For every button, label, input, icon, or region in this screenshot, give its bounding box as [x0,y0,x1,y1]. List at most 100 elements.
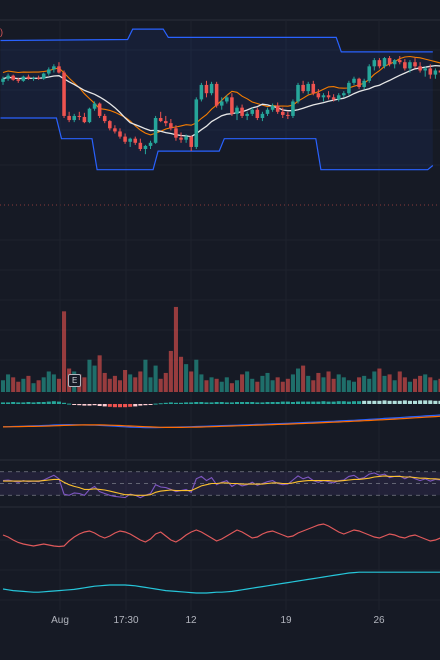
volume-bar [158,378,163,392]
volume-bar [82,377,87,392]
volume-bar [143,359,148,392]
candle-body [102,115,107,122]
candle-body [128,138,132,142]
histogram-bar [72,404,77,405]
candle-body [326,95,331,98]
candle-body [11,75,15,80]
volume-bar [295,368,301,392]
candle-body [387,58,392,65]
candle-body [72,115,76,121]
histogram-bar [412,400,418,404]
candle-body [163,121,168,124]
volume-bar [402,377,407,392]
histogram-bar [280,401,285,404]
histogram-bar [423,400,428,404]
volume-bar [397,371,402,392]
histogram-bar [153,403,158,405]
histogram-bar [402,400,407,404]
histogram-bar [275,402,280,404]
histogram-bar [77,404,82,406]
histogram-bar [219,402,224,404]
candle-body [265,109,270,114]
volume-bar [133,377,138,392]
candle-body [77,115,82,117]
candle-body [408,62,412,69]
candle-body [357,78,361,87]
histogram-bar [326,401,331,404]
volume-bar [418,375,423,392]
candle-body [158,118,163,122]
candle-body [291,101,295,116]
volume-bar [97,355,102,392]
candle-body [31,77,36,79]
histogram-bar [270,402,275,404]
histogram-bar [407,400,412,404]
x-axis-label: 26 [373,615,385,626]
candle-body [209,83,214,94]
volume-bar [331,378,336,392]
histogram-bar [234,402,240,404]
candle-body [62,72,66,116]
histogram-bar [387,400,392,404]
candle-body [225,97,229,102]
candle-body [138,142,143,149]
histogram-bar [250,402,255,404]
volume-bar [219,381,224,392]
volume-bar [229,383,234,392]
histogram-bar [367,400,372,404]
volume-bar [412,378,418,392]
volume-bar [280,381,285,392]
candle-body [184,136,188,140]
histogram-bar [123,404,128,408]
histogram-bar [92,404,97,406]
histogram-bar [285,401,290,404]
candle-body [67,115,71,121]
volume-bar [351,381,357,392]
histogram-bar [255,402,260,404]
volume-bar [255,381,260,392]
volume-bar [194,359,199,392]
histogram-bar [311,401,316,404]
histogram-bar [168,402,173,404]
histogram-bar [46,401,51,404]
bollinger-upper-line [0,28,433,53]
histogram-bar [392,400,397,404]
histogram-bar [148,404,153,405]
candle-body [1,78,5,82]
histogram-bar [260,402,265,404]
candle-body [336,95,341,100]
histogram-bar [16,402,21,404]
histogram-bar [321,401,326,404]
volume-bar [168,350,173,392]
histogram-bar [397,400,402,404]
candle-body [413,62,417,67]
histogram-bar [51,401,56,404]
histogram-bar [438,400,440,404]
earnings-marker[interactable]: E [68,374,82,387]
volume-bar [285,378,290,392]
candle-body [82,116,87,123]
volume-bar [16,381,21,392]
candle-body [301,84,305,92]
volume-bar [377,368,382,392]
histogram-bar [224,402,229,404]
volume-bar [407,381,412,392]
bollinger-lower-line [0,117,434,171]
candle-body [97,103,102,116]
volume-bar [112,375,117,392]
volume-bar [56,378,61,392]
volume-bar [306,375,311,392]
candle-body [270,105,275,110]
histogram-bar [0,402,6,404]
candle-body [21,76,26,81]
legend-fragment: ) [0,27,3,37]
histogram-bar [240,402,245,404]
candle-body [214,83,219,106]
basis-line [2,64,440,138]
histogram-bar [184,402,189,404]
histogram-bar [158,403,163,405]
histogram-bar [301,401,306,404]
histogram-bar [56,401,61,404]
candle-body [438,70,440,73]
